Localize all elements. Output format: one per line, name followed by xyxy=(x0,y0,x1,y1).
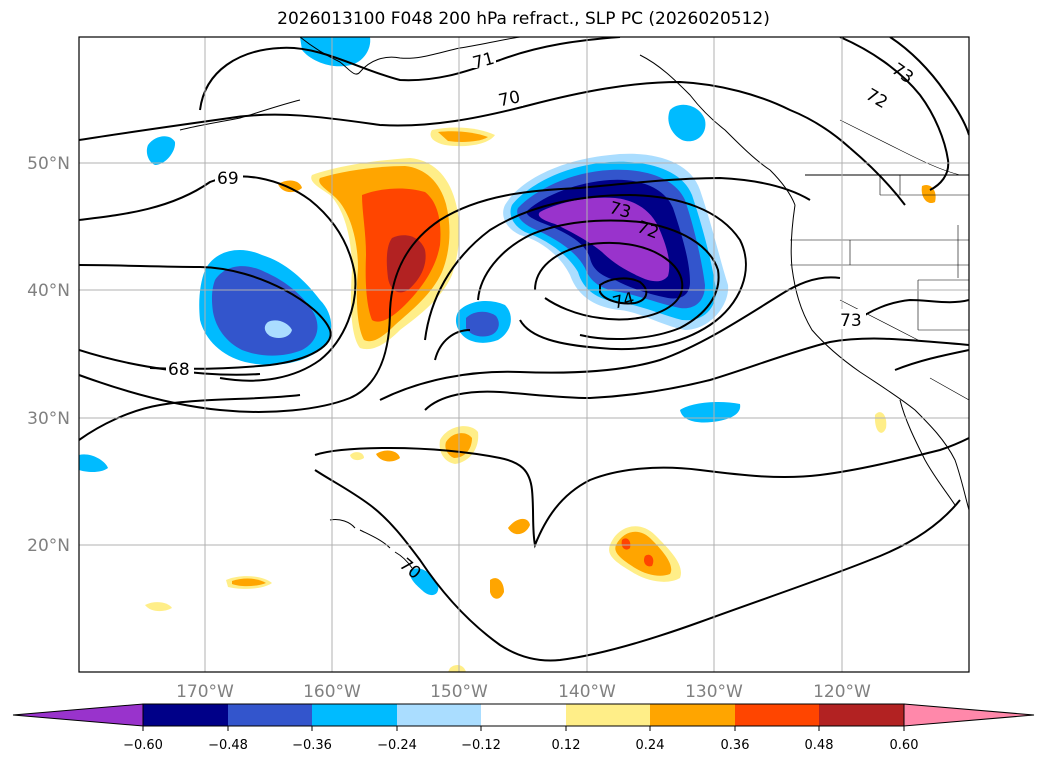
longitude-labels: 170°W 160°W 150°W 140°W 130°W 120°W xyxy=(176,682,871,702)
pos-anomaly-small-3-inner xyxy=(232,578,266,587)
colorbar-label-3: −0.36 xyxy=(292,738,332,753)
graticule xyxy=(79,37,969,672)
colorbar-label-2: −0.48 xyxy=(208,738,248,753)
lon-label-130w: 130°W xyxy=(685,682,743,702)
contour-70-north-2 xyxy=(849,147,906,206)
contour-70-north xyxy=(79,80,851,149)
colorbar-segment-4 xyxy=(397,704,481,726)
contour-69-lower xyxy=(79,264,332,370)
slp-contour-layer xyxy=(79,37,969,662)
colorbar-segment-2 xyxy=(228,704,312,726)
map-title: 2026013100 F048 200 hPa refract., SLP PC… xyxy=(277,9,770,29)
pos-anomaly-small-5 xyxy=(490,578,504,599)
pos-anomaly-small-4 xyxy=(145,602,172,612)
contour-low-inner xyxy=(534,241,684,321)
lat-label-50n: 50°N xyxy=(27,154,70,174)
colorbar-segment-9 xyxy=(819,704,904,726)
contour-low-outer xyxy=(424,193,747,351)
colorbar-segment-6 xyxy=(566,704,650,726)
pos-anomaly-small-7 xyxy=(874,412,887,433)
pos-anomaly-small-9 xyxy=(448,664,466,672)
latitude-labels: 50°N 40°N 30°N 20°N xyxy=(27,154,70,556)
contour-label-69: 69 xyxy=(217,169,239,189)
colorbar-label-4: −0.24 xyxy=(377,738,417,753)
lon-label-150w: 150°W xyxy=(430,682,488,702)
coastline-layer xyxy=(179,37,969,569)
contour-east-73 xyxy=(889,37,969,136)
colorbar-label-8: 0.36 xyxy=(721,738,750,753)
contour-68-outer xyxy=(79,176,811,413)
contour-71 xyxy=(199,37,621,111)
lat-label-30n: 30°N xyxy=(27,409,70,429)
us-west-coast xyxy=(790,204,969,511)
anomaly-fill-layer xyxy=(79,37,936,672)
map-frame xyxy=(78,36,970,673)
contour-east-inland xyxy=(854,298,969,371)
neg-anomaly-alaska xyxy=(300,37,371,67)
neg-anomaly-mid-inner xyxy=(466,311,499,337)
lon-label-120w: 120°W xyxy=(813,682,871,702)
colorbar-right-extend xyxy=(903,703,1035,727)
colorbar-outline xyxy=(142,703,905,727)
colorbar: −0.60 −0.48 −0.36 −0.24 −0.12 0.12 0.24 … xyxy=(12,703,1035,753)
lon-label-160w: 160°W xyxy=(303,682,361,702)
colorbar-left-extend xyxy=(12,703,144,727)
colorbar-segment-7 xyxy=(650,704,735,726)
neg-anomaly-west-inner xyxy=(211,266,318,356)
contour-high-south xyxy=(79,394,301,441)
contour-label-68: 68 xyxy=(168,360,190,380)
lat-label-40n: 40°N xyxy=(27,281,70,301)
neg-anomaly-west-pale xyxy=(264,320,292,338)
contour-74 xyxy=(599,277,648,305)
pos-anomaly-small-1 xyxy=(376,450,400,462)
colorbar-label-9: 0.48 xyxy=(805,738,834,753)
contour-69 xyxy=(79,175,357,382)
neg-anomaly-southwest xyxy=(680,402,741,423)
colorbar-label-6: 0.12 xyxy=(552,738,581,753)
lat-label-20n: 20°N xyxy=(27,536,70,556)
lon-label-140w: 140°W xyxy=(558,682,616,702)
pos-anomaly-south-core xyxy=(621,538,631,550)
pos-anomaly-south-core-2 xyxy=(643,554,654,567)
state-lines xyxy=(790,175,969,401)
bc-coast xyxy=(639,54,796,206)
hawaii xyxy=(329,519,413,569)
neg-anomaly-east-core xyxy=(538,197,670,282)
baja xyxy=(899,399,956,506)
colorbar-ticks xyxy=(142,726,905,731)
colorbar-label-5: −0.12 xyxy=(461,738,501,753)
colorbar-label-7: 0.24 xyxy=(636,738,665,753)
neg-anomaly-north xyxy=(146,136,176,165)
colorbar-segment-8 xyxy=(735,704,819,726)
pos-anomaly-small-2 xyxy=(350,452,364,461)
aleutians xyxy=(179,99,301,131)
contour-subtropical xyxy=(314,437,969,549)
contour-low-mid xyxy=(477,219,720,341)
colorbar-label-10: 0.60 xyxy=(890,738,919,753)
contour-73 xyxy=(379,276,841,401)
alaska-coast xyxy=(299,37,521,75)
pos-anomaly-north-inner xyxy=(438,131,488,142)
colorbar-segment-1 xyxy=(143,704,228,726)
colorbar-label-1: −0.60 xyxy=(123,738,163,753)
contour-south xyxy=(314,469,961,662)
canada-coast-2 xyxy=(839,119,961,176)
neg-anomaly-gulf xyxy=(668,104,706,142)
pos-anomaly-small-6 xyxy=(508,518,530,535)
colorbar-segment-5 xyxy=(481,704,566,726)
contour-72 xyxy=(424,337,969,411)
contour-label-73-east: 73 xyxy=(840,311,862,331)
map-background xyxy=(79,37,969,672)
colorbar-segment-3 xyxy=(312,704,397,726)
contour-label-70-north: 70 xyxy=(497,87,522,111)
lon-label-170w: 170°W xyxy=(176,682,234,702)
pos-anomaly-near-tongue xyxy=(278,180,302,193)
contour-east-72 xyxy=(839,37,950,191)
neg-anomaly-edge xyxy=(79,454,108,472)
